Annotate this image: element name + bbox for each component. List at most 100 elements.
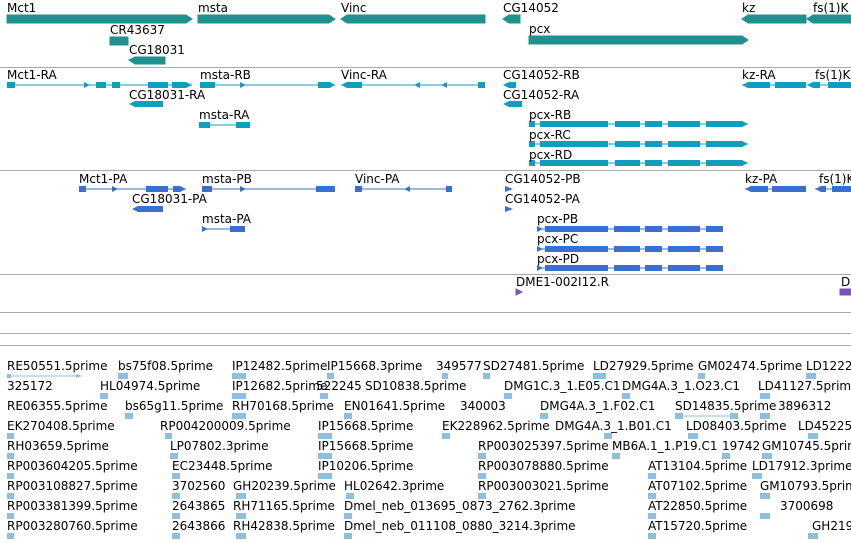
transcript-fs1k[interactable] xyxy=(807,82,851,88)
est-label[interactable]: IP15668.5prime xyxy=(318,439,414,453)
protein-label-cg14052-pa[interactable]: CG14052-PA xyxy=(505,192,580,206)
est-label[interactable]: RP003078880.5prime xyxy=(478,459,609,473)
est-label[interactable]: EN01641.5prime xyxy=(344,399,446,413)
est-label[interactable]: HL02642.3prime xyxy=(344,479,445,493)
est-label[interactable]: 340003 xyxy=(460,399,506,413)
est-glyph-row1[interactable] xyxy=(100,393,770,399)
protein-label-msta-pb[interactable]: msta-PB xyxy=(202,172,252,186)
est-label[interactable]: RP003280760.5prime xyxy=(7,519,138,533)
est-label[interactable]: RP004200009.5prime xyxy=(160,419,291,433)
transcript-label-pcx-rb[interactable]: pcx-RB xyxy=(529,108,572,122)
est-label[interactable]: GH20239.5prime xyxy=(233,479,336,493)
transcript-label-msta-ra[interactable]: msta-RA xyxy=(199,108,250,122)
transcript-label-fs1k[interactable]: fs(1)K xyxy=(815,68,851,82)
transcript-label-msta-rb[interactable]: msta-RB xyxy=(200,68,251,82)
est-label[interactable]: 2643866 xyxy=(172,519,226,533)
est-label[interactable]: IP10206.5prime xyxy=(318,459,414,473)
est-label[interactable]: RH71165.5prime xyxy=(233,499,335,513)
est-label[interactable]: LD41127.5prime xyxy=(758,379,851,393)
transcript-cg18031-ra[interactable] xyxy=(129,101,163,107)
gene-label-fs1k[interactable]: fs(1)K xyxy=(813,1,849,15)
est-label[interactable]: SD27481.5prime xyxy=(483,359,585,373)
gene-feature-vinc[interactable] xyxy=(340,14,486,24)
protein-pcx-pd[interactable] xyxy=(537,265,723,271)
gene-feature-fs1k[interactable] xyxy=(806,14,851,24)
protein-pcx-pb[interactable] xyxy=(537,226,723,232)
protein-cg14052-pb[interactable] xyxy=(505,186,513,192)
transcript-vinc-ra[interactable] xyxy=(341,82,485,88)
protein-label-msta-pa[interactable]: msta-PA xyxy=(202,212,252,226)
transcript-pcx-rc[interactable] xyxy=(529,141,748,147)
est-label[interactable]: 3702560 xyxy=(172,479,226,493)
est-label[interactable]: EC23448.5prime xyxy=(172,459,273,473)
est-label[interactable]: MB6A.1_1.P19.C1 xyxy=(612,439,718,453)
protein-label-vinc-pa[interactable]: Vinc-PA xyxy=(355,172,400,186)
gene-feature-cg14052[interactable] xyxy=(502,14,521,24)
est-label[interactable]: GH21963 xyxy=(812,519,851,533)
transcript-msta-ra[interactable] xyxy=(199,122,250,128)
est-label[interactable]: LD08403.5prime xyxy=(686,419,787,433)
est-label[interactable]: RP003604205.5prime xyxy=(7,459,138,473)
est-label[interactable]: 349577 xyxy=(436,359,482,373)
gene-feature-cr43637[interactable] xyxy=(109,36,129,46)
est-label[interactable]: AT22850.5prime xyxy=(648,499,748,513)
gene-label-cg18031[interactable]: CG18031 xyxy=(129,43,185,57)
est-label[interactable]: GM10745.5prime xyxy=(762,439,851,453)
est-label[interactable]: 325172 xyxy=(7,379,53,393)
est-glyph-row0[interactable] xyxy=(7,373,816,379)
protein-label-pcx-pb[interactable]: pcx-PB xyxy=(537,212,579,226)
est-label[interactable]: RH70168.5prime xyxy=(232,399,334,413)
transcript-cg14052-ra[interactable] xyxy=(503,101,522,107)
est-label[interactable]: RE50551.5prime xyxy=(7,359,108,373)
est-label[interactable]: RH42838.5prime xyxy=(233,519,335,533)
transcript-pcx-rd[interactable] xyxy=(529,160,748,166)
protein-pcx-pc[interactable] xyxy=(537,246,723,252)
gene-label-vinc[interactable]: Vinc xyxy=(341,1,367,15)
transcript-label-mct1-ra[interactable]: Mct1-RA xyxy=(7,68,57,82)
transcript-label-vinc-ra[interactable]: Vinc-RA xyxy=(341,68,387,82)
gene-label-cg14052[interactable]: CG14052 xyxy=(503,1,559,15)
est-label[interactable]: bs75f08.5prime xyxy=(118,359,214,373)
est-label[interactable]: Dmel_neb_011108_0880_3214.3prime xyxy=(344,519,576,533)
est-label[interactable]: AT07102.5prime xyxy=(648,479,748,493)
protein-label-fs1k[interactable]: fs(1)K xyxy=(819,172,851,186)
transcript-label-kz-ra[interactable]: kz-RA xyxy=(742,68,776,82)
est-label[interactable]: IP15668.3prime xyxy=(327,359,423,373)
est-label[interactable]: IP12682.5prime xyxy=(232,379,328,393)
est-label[interactable]: GM10793.5prime xyxy=(760,479,851,493)
est-label[interactable]: IP15668.5prime xyxy=(318,419,414,433)
est-label[interactable]: LD27929.5prime xyxy=(593,359,694,373)
clone-label-dme1-002i12-r[interactable]: DME1-002I12.R xyxy=(516,275,610,289)
est-label[interactable]: IP12482.5prime xyxy=(232,359,328,373)
protein-mct1-pa[interactable] xyxy=(79,186,186,192)
protein-label-cg14052-pb[interactable]: CG14052-PB xyxy=(505,172,581,186)
est-label[interactable]: LD17912.3prime xyxy=(752,459,851,473)
protein-kz-pa[interactable] xyxy=(745,186,806,192)
gene-label-kz[interactable]: kz xyxy=(742,1,756,15)
est-label[interactable]: Dmel_neb_013695_0873_2762.3prime xyxy=(344,499,576,513)
est-label[interactable]: SD10838.5prime xyxy=(365,379,467,393)
transcript-label-pcx-rd[interactable]: pcx-RD xyxy=(529,148,573,162)
est-label[interactable]: bs65g11.5prime xyxy=(125,399,224,413)
gene-label-mct1[interactable]: Mct1 xyxy=(7,1,37,15)
est-label[interactable]: EK228962.5prime xyxy=(442,419,550,433)
protein-cg14052-pa[interactable] xyxy=(505,206,513,212)
protein-label-pcx-pc[interactable]: pcx-PC xyxy=(537,232,579,246)
est-label[interactable]: DMG4A.3_1.O23.C1 xyxy=(622,379,740,393)
est-label[interactable]: 3896312 xyxy=(778,399,832,413)
est-label[interactable]: RP003108827.5prime xyxy=(7,479,138,493)
transcript-mct1-ra[interactable] xyxy=(7,82,192,88)
protein-label-pcx-pd[interactable]: pcx-PD xyxy=(537,252,580,266)
protein-label-mct1-pa[interactable]: Mct1-PA xyxy=(79,172,128,186)
protein-msta-pb[interactable] xyxy=(202,186,335,192)
est-glyph-row3[interactable] xyxy=(7,433,818,439)
protein-vinc-pa[interactable] xyxy=(355,186,452,192)
transcript-label-cg18031-ra[interactable]: CG18031-RA xyxy=(129,88,206,102)
gene-feature-pcx[interactable] xyxy=(528,35,749,45)
protein-fs1k[interactable] xyxy=(815,186,851,192)
est-label[interactable]: RP003003021.5prime xyxy=(478,479,609,493)
gene-feature-cg18031[interactable] xyxy=(128,56,166,65)
est-label[interactable]: EK270408.5prime xyxy=(7,419,115,433)
protein-label-kz-pa[interactable]: kz-PA xyxy=(745,172,778,186)
transcript-msta-rb[interactable] xyxy=(200,82,335,88)
